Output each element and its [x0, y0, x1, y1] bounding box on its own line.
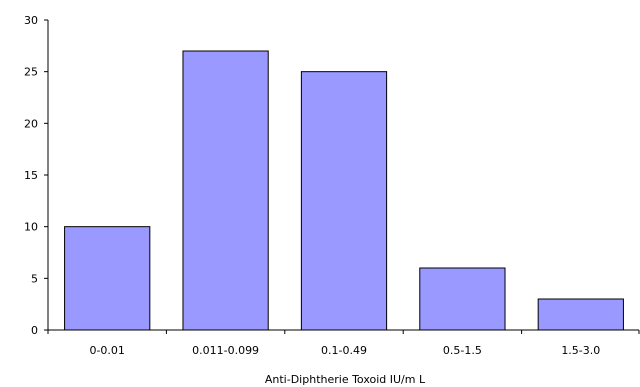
y-tick-label: 5: [31, 272, 38, 285]
y-axis: 0 5 10 15 20 25 30: [24, 14, 49, 337]
y-tick-label: 30: [24, 14, 38, 27]
bar-0.011-0.099: [182, 50, 269, 331]
y-tick-label: 10: [24, 221, 38, 234]
bar-1.5-3.0: [537, 298, 624, 331]
y-tick-label: 25: [24, 66, 38, 79]
x-tick-label: 1.5-3.0: [561, 344, 600, 357]
bar-0.5-1.5: [419, 267, 506, 331]
x-tick-label: 0-0.01: [89, 344, 124, 357]
x-tick-label: 0.011-0.099: [192, 344, 259, 357]
bar-0-0.01: [64, 226, 151, 331]
x-tick-label: 0.5-1.5: [443, 344, 482, 357]
y-tick-label: 0: [31, 324, 38, 337]
x-axis-title: Anti-Diphtherie Toxoid IU/m L: [265, 373, 426, 386]
x-axis: 0-0.01 0.011-0.099 0.1-0.49 0.5-1.5 1.5-3.0: [47, 329, 640, 357]
y-tick-label: 20: [24, 117, 38, 130]
y-tick-label: 15: [24, 169, 38, 182]
x-tick-label: 0.1-0.49: [321, 344, 367, 357]
bar-0.1-0.49: [300, 71, 388, 331]
bars: [64, 50, 624, 331]
